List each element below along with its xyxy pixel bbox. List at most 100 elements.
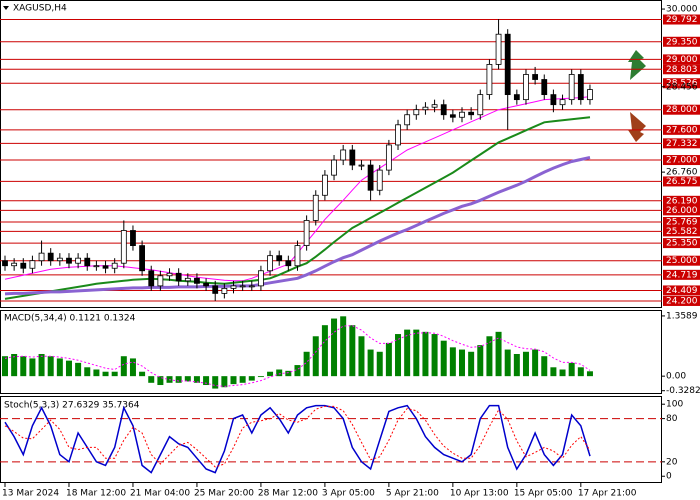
candle-body [248, 285, 255, 288]
macd-bar [349, 325, 356, 377]
macd-bar [404, 329, 411, 377]
level-label-bg [663, 269, 700, 280]
macd-bar [139, 371, 146, 377]
level-label-bg [663, 138, 700, 149]
macd-bar [522, 351, 529, 377]
candle-body [577, 74, 584, 101]
level-label: 25.582 [666, 227, 698, 237]
macd-bar [468, 351, 475, 377]
candle-body [550, 94, 557, 106]
candle-body [587, 89, 593, 101]
level-label-bg [663, 124, 700, 135]
level-label: 29.792 [666, 15, 698, 25]
macd-bar [120, 356, 127, 377]
candle-body [239, 285, 246, 288]
macd-bar [303, 351, 310, 377]
level-label-bg [663, 195, 700, 206]
macd-bar [248, 376, 255, 381]
x-tick-label: 18 Mar 12:00 [66, 489, 126, 499]
x-tick-label: 15 Apr 05:00 [514, 489, 573, 499]
level-label: 27.000 [666, 156, 698, 166]
candle-body [385, 144, 392, 171]
stoch-title: Stoch(5,3,3) 27.6329 35.7364 [4, 401, 140, 411]
macd-bar [11, 353, 18, 377]
x-tick-label: 5 Apr 21:00 [386, 489, 439, 499]
macd-bar [175, 376, 182, 383]
level-label: 25.769 [666, 217, 698, 227]
candle-body [139, 245, 146, 272]
candle-body [184, 277, 191, 282]
macd-bar [230, 376, 237, 385]
candle-body [477, 94, 484, 116]
x-tick-label: 17 Apr 21:00 [578, 489, 637, 499]
y-tick-label: 30.000 [666, 5, 698, 15]
y-tick-label: -0.3282 [666, 386, 700, 396]
candle-body [2, 260, 8, 267]
candle-body [367, 164, 374, 191]
moving-average [4, 116, 591, 300]
candle-body [495, 33, 502, 65]
candle-body [47, 252, 54, 262]
macd-bar [577, 367, 584, 377]
stoch-panel [0, 396, 662, 483]
candle-body [349, 149, 356, 166]
x-tick-label: 21 Mar 04:00 [130, 489, 190, 499]
stoch-d [4, 405, 591, 468]
candle-body [258, 270, 264, 287]
macd-bar [157, 376, 164, 386]
candle-body [513, 94, 520, 101]
macd-bar [184, 376, 191, 382]
candle-body [203, 282, 209, 287]
candle-body [413, 109, 420, 116]
x-tick-label: 3 Apr 05:00 [322, 489, 375, 499]
macd-bar [495, 331, 502, 377]
level-label: 24.719 [666, 270, 698, 280]
macd-bar [376, 351, 383, 377]
candle-body [56, 257, 63, 262]
macd-bar [29, 358, 36, 377]
level-label: 24.200 [666, 296, 698, 306]
level-label-bg [663, 78, 700, 89]
candle-body [157, 275, 164, 287]
level-label: 25.350 [666, 239, 698, 249]
candle-body [111, 262, 118, 269]
candle-body [20, 262, 27, 269]
menu-icon [3, 6, 9, 10]
macd-bar [550, 367, 557, 377]
macd-bar [385, 342, 392, 377]
candle-body [321, 174, 328, 196]
level-label: 28.000 [666, 105, 698, 115]
candle-body [376, 169, 383, 191]
candle-body [175, 272, 182, 282]
x-tick-label: 10 Apr 13:00 [450, 489, 509, 499]
macd-bar [422, 331, 429, 377]
price-panel [0, 0, 662, 308]
y-tick-label: 0 [666, 472, 672, 482]
macd-bar [568, 362, 575, 377]
level-label: 29.350 [666, 37, 698, 47]
y-tick-label: 26.760 [666, 168, 698, 178]
candle-body [340, 149, 347, 161]
candle-body [221, 287, 228, 294]
level-label: 26.000 [666, 206, 698, 216]
candle-body [84, 257, 91, 267]
x-tick-label: 25 Mar 20:00 [194, 489, 254, 499]
y-tick-label: 100 [666, 400, 683, 410]
level-label-bg [663, 285, 700, 296]
candle-body [532, 74, 539, 80]
up-arrow-icon [628, 50, 646, 80]
candle-body [431, 104, 438, 108]
macd-bar [321, 325, 328, 377]
level-label-bg [663, 295, 700, 306]
down-arrow-icon [628, 112, 646, 142]
level-label: 27.332 [666, 139, 698, 149]
macd-bar [129, 358, 136, 377]
candle-body [212, 285, 219, 294]
candle-body [148, 270, 155, 287]
macd-bar [102, 371, 109, 377]
candle-body [449, 114, 456, 118]
macd-bar [221, 376, 228, 388]
level-label-bg [663, 104, 700, 115]
candle-body [395, 124, 401, 146]
